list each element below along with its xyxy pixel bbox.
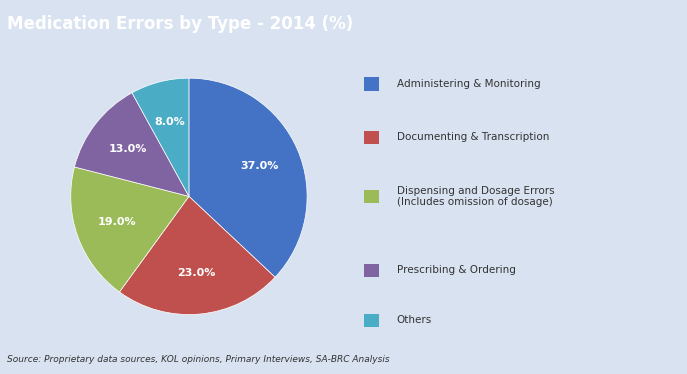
Text: 37.0%: 37.0% xyxy=(240,161,279,171)
Text: 8.0%: 8.0% xyxy=(155,117,185,127)
FancyBboxPatch shape xyxy=(364,264,379,277)
Text: Documenting & Transcription: Documenting & Transcription xyxy=(397,132,549,142)
Text: 13.0%: 13.0% xyxy=(109,144,148,154)
Wedge shape xyxy=(189,78,307,277)
Wedge shape xyxy=(74,93,189,196)
Text: Administering & Monitoring: Administering & Monitoring xyxy=(397,79,541,89)
Text: Medication Errors by Type - 2014 (%): Medication Errors by Type - 2014 (%) xyxy=(7,15,353,33)
FancyBboxPatch shape xyxy=(364,314,379,327)
Wedge shape xyxy=(120,196,275,315)
FancyBboxPatch shape xyxy=(364,131,379,144)
Text: Prescribing & Ordering: Prescribing & Ordering xyxy=(397,265,516,275)
Text: 19.0%: 19.0% xyxy=(98,217,136,227)
FancyBboxPatch shape xyxy=(364,77,379,91)
FancyBboxPatch shape xyxy=(364,190,379,203)
Wedge shape xyxy=(132,78,189,196)
Wedge shape xyxy=(71,167,189,292)
Text: Source: Proprietary data sources, KOL opinions, Primary Interviews, SA-BRC Analy: Source: Proprietary data sources, KOL op… xyxy=(7,355,390,364)
Text: Dispensing and Dosage Errors
(Includes omission of dosage): Dispensing and Dosage Errors (Includes o… xyxy=(397,186,554,207)
Text: Others: Others xyxy=(397,315,432,325)
Text: 23.0%: 23.0% xyxy=(177,268,215,278)
